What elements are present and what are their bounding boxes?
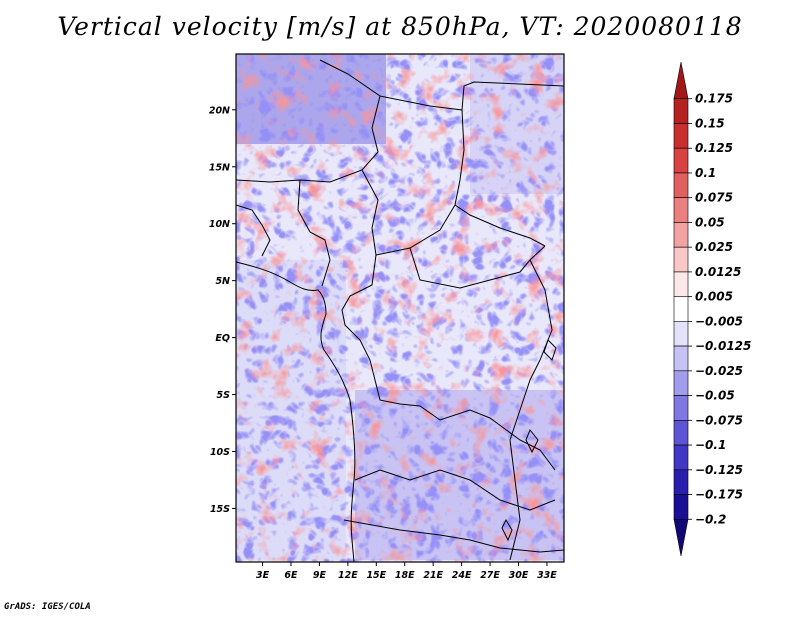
lat-tick-label: 15S — [210, 504, 230, 515]
colorbar-swatch — [673, 321, 689, 347]
lat-tick-label: 20N — [209, 105, 230, 116]
colorbar-label: 0.005 — [695, 290, 733, 304]
grads-credit: GrADS: IGES/COLA — [4, 602, 91, 612]
colorbar-label: 0.075 — [695, 191, 733, 205]
colorbar-swatch — [673, 123, 689, 149]
colorbar-swatch — [673, 420, 689, 446]
colorbar-swatch — [673, 246, 689, 273]
lon-tick-label: 24E — [452, 570, 472, 581]
map-title: Vertical velocity [m/s] at 850hPa, VT: 2… — [57, 12, 743, 41]
colorbar-label: −0.0125 — [695, 339, 751, 353]
colorbar-label: −0.175 — [695, 488, 743, 502]
colorbar-swatch — [673, 147, 689, 174]
lake-2 — [525, 429, 539, 454]
colorbar-swatch — [673, 197, 689, 223]
border-east-1 — [509, 259, 553, 561]
lat-tick-label: 5N — [215, 276, 230, 287]
colorbar-label: −0.005 — [695, 314, 743, 328]
colorbar-swatch — [673, 61, 689, 100]
border-north-3 — [461, 81, 564, 111]
lake-1 — [543, 339, 557, 361]
colorbar-label: −0.075 — [695, 413, 743, 427]
lat-tick-label: EQ — [215, 333, 230, 344]
colorbar-swatch — [673, 271, 689, 297]
colorbar-label: −0.05 — [695, 389, 735, 403]
lon-tick-label: 30E — [509, 570, 529, 581]
border-central-2 — [341, 254, 556, 471]
colorbar-swatch — [673, 395, 689, 421]
colorbar-label: −0.2 — [695, 512, 726, 526]
border-north-1 — [236, 59, 381, 183]
lon-tick-label: 27E — [480, 570, 500, 581]
colorbar-label: −0.1 — [695, 438, 726, 452]
border-north-2 — [379, 95, 546, 247]
colorbar-label: 0.05 — [695, 215, 725, 229]
lon-tick-label: 21E — [423, 570, 443, 581]
longitude-axis: 3E 6E 9E 12E 15E 18E 21E 24E 27E 30E 33E — [256, 562, 557, 581]
lon-tick-label: 6E — [284, 570, 298, 581]
border-south-2 — [343, 519, 564, 553]
latitude-axis: 20N 15N 10N 5N EQ 5S 10S 15S — [209, 105, 236, 515]
colorbar-swatch — [673, 98, 689, 124]
colorbar-swatch — [673, 172, 689, 198]
colorbar: 0.175 0.15 0.125 0.1 0.075 0.05 0.025 0.0125 0.0… — [673, 61, 751, 557]
coastline-west — [236, 261, 356, 562]
colorbar-label: 0.175 — [695, 92, 733, 106]
colorbar-label: 0.15 — [695, 116, 725, 130]
colorbar-swatch — [673, 296, 689, 322]
lake-3 — [501, 518, 513, 542]
colorbar-swatch — [673, 345, 689, 372]
colorbar-label: 0.0125 — [695, 265, 741, 279]
colorbar-swatch — [673, 370, 689, 396]
velocity-field — [236, 54, 564, 562]
colorbar-label: 0.1 — [695, 166, 716, 180]
lat-tick-label: 10N — [209, 219, 230, 230]
lon-tick-label: 12E — [338, 570, 358, 581]
colorbar-label: 0.025 — [695, 240, 733, 254]
lon-tick-label: 9E — [313, 570, 327, 581]
colorbar-swatch — [673, 444, 689, 471]
colorbar-label: 0.125 — [695, 141, 733, 155]
country-borders — [236, 59, 564, 562]
lat-tick-label: 5S — [217, 390, 231, 401]
lat-tick-label: 10S — [210, 447, 230, 458]
colorbar-swatch — [673, 469, 689, 495]
colorbar-swatch — [673, 222, 689, 248]
lon-tick-label: 3E — [256, 570, 270, 581]
colorbar-swatch — [673, 518, 689, 557]
lat-tick-label: 15N — [209, 162, 230, 173]
border-south-1 — [354, 469, 556, 511]
border-west-1 — [236, 204, 271, 257]
colorbar-label: −0.125 — [695, 463, 743, 477]
border-west-2 — [297, 179, 331, 287]
colorbar-label: −0.025 — [695, 364, 743, 378]
colorbar-swatch — [673, 494, 689, 520]
lon-tick-label: 33E — [537, 570, 557, 581]
lon-tick-label: 18E — [395, 570, 415, 581]
lon-tick-label: 15E — [366, 570, 386, 581]
plot-frame — [235, 53, 565, 563]
